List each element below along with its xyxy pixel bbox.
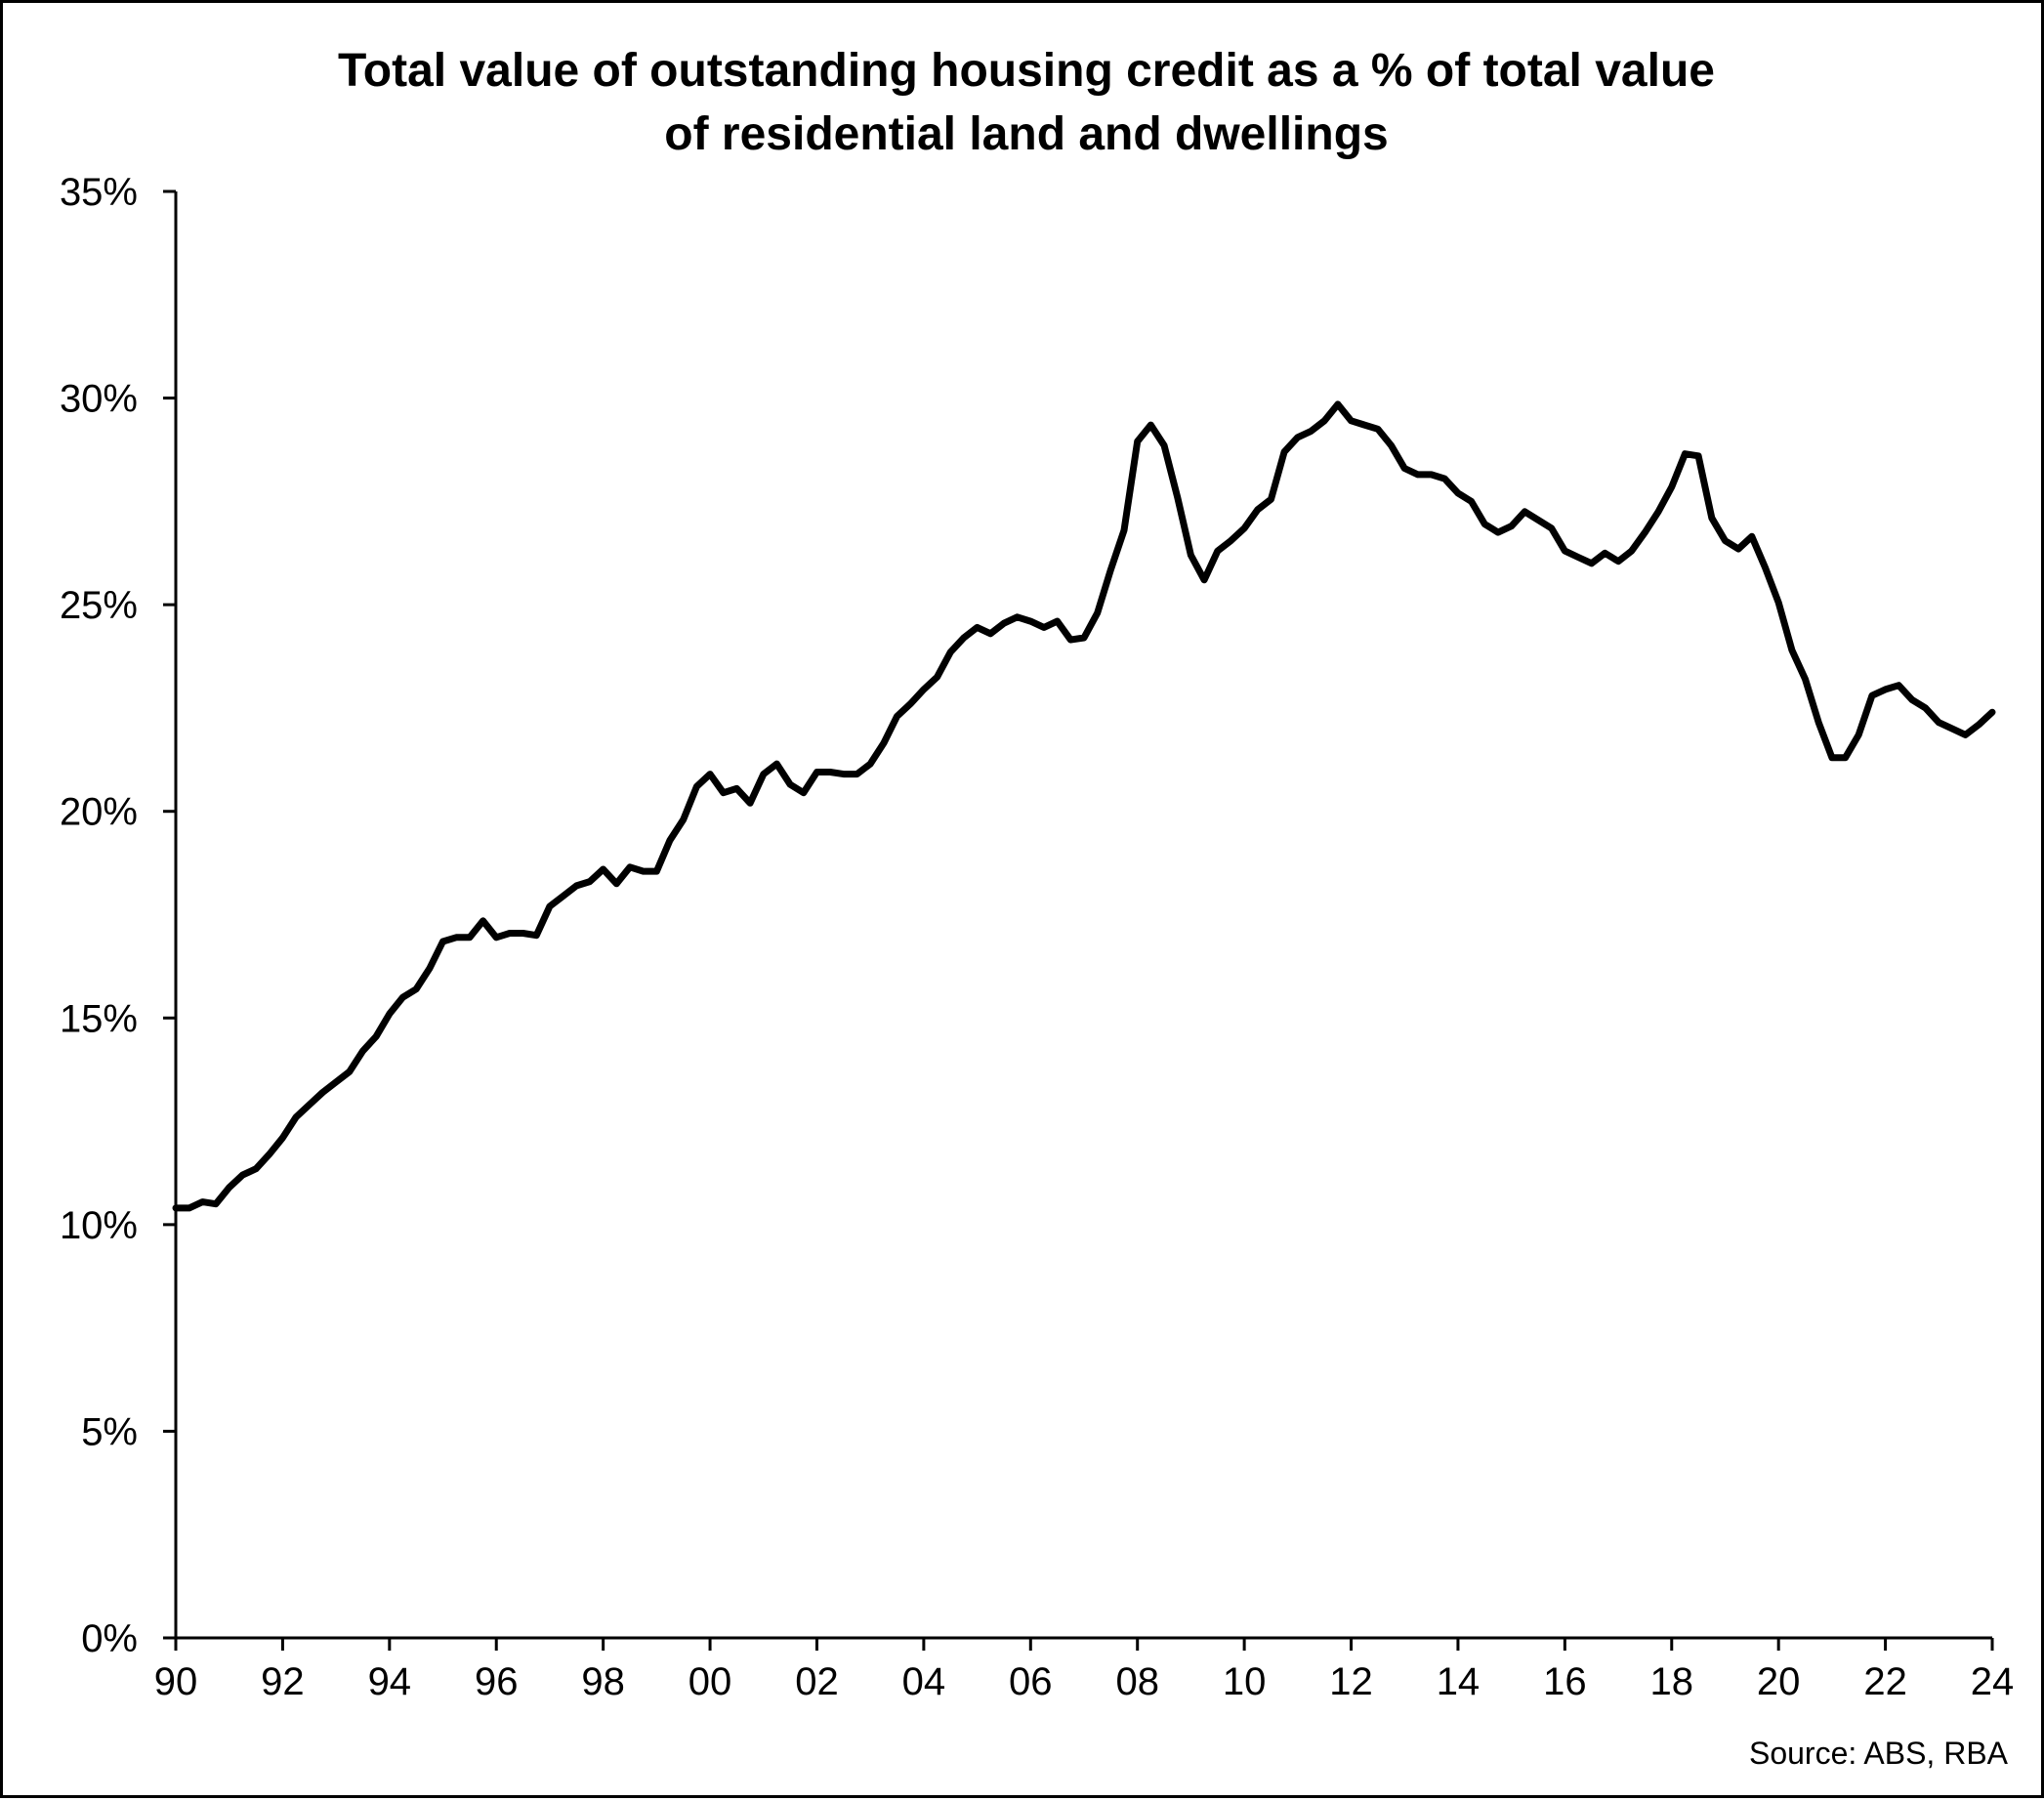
y-axis: 0% 5% 10% 15% 20% 25% 30% 35% — [60, 171, 178, 1660]
x-tick-label: 92 — [261, 1660, 305, 1703]
y-tick-label: 0% — [81, 1617, 138, 1660]
y-tick-label: 10% — [60, 1204, 138, 1247]
x-tick-label: 06 — [1009, 1660, 1053, 1703]
x-tick-label: 02 — [795, 1660, 839, 1703]
x-tick-label: 24 — [1971, 1660, 2015, 1703]
housing-credit-chart: Total value of outstanding housing credi… — [60, 45, 2015, 1771]
source-note: Source: ABS, RBA — [1749, 1736, 2009, 1771]
x-tick-label: 14 — [1437, 1660, 1481, 1703]
x-tick-label: 10 — [1223, 1660, 1267, 1703]
x-tick-label: 18 — [1650, 1660, 1694, 1703]
x-tick-label: 90 — [154, 1660, 198, 1703]
x-tick-label: 16 — [1543, 1660, 1587, 1703]
series-group — [172, 400, 1996, 1212]
x-tick-label: 00 — [688, 1660, 732, 1703]
x-tick-label: 98 — [581, 1660, 625, 1703]
x-axis: 90 92 94 96 98 00 02 04 06 08 10 12 14 16 18 20 22 24 — [154, 1636, 2015, 1703]
series-line — [172, 400, 1996, 1212]
y-tick-label: 30% — [60, 378, 138, 421]
y-tick-label: 5% — [81, 1410, 138, 1453]
chart-title-line-2: of residential land and dwellings — [664, 108, 1388, 160]
x-tick-label: 20 — [1757, 1660, 1801, 1703]
chart-title-line-1: Total value of outstanding housing credi… — [338, 45, 1715, 97]
y-tick-label: 25% — [60, 584, 138, 627]
x-tick-label: 08 — [1115, 1660, 1159, 1703]
y-tick-label: 20% — [60, 791, 138, 834]
x-tick-label: 22 — [1863, 1660, 1907, 1703]
x-tick-label: 94 — [368, 1660, 412, 1703]
x-tick-label: 04 — [902, 1660, 946, 1703]
y-tick-label: 15% — [60, 997, 138, 1040]
x-tick-label: 12 — [1329, 1660, 1373, 1703]
y-tick-label: 35% — [60, 171, 138, 214]
x-tick-label: 96 — [475, 1660, 519, 1703]
